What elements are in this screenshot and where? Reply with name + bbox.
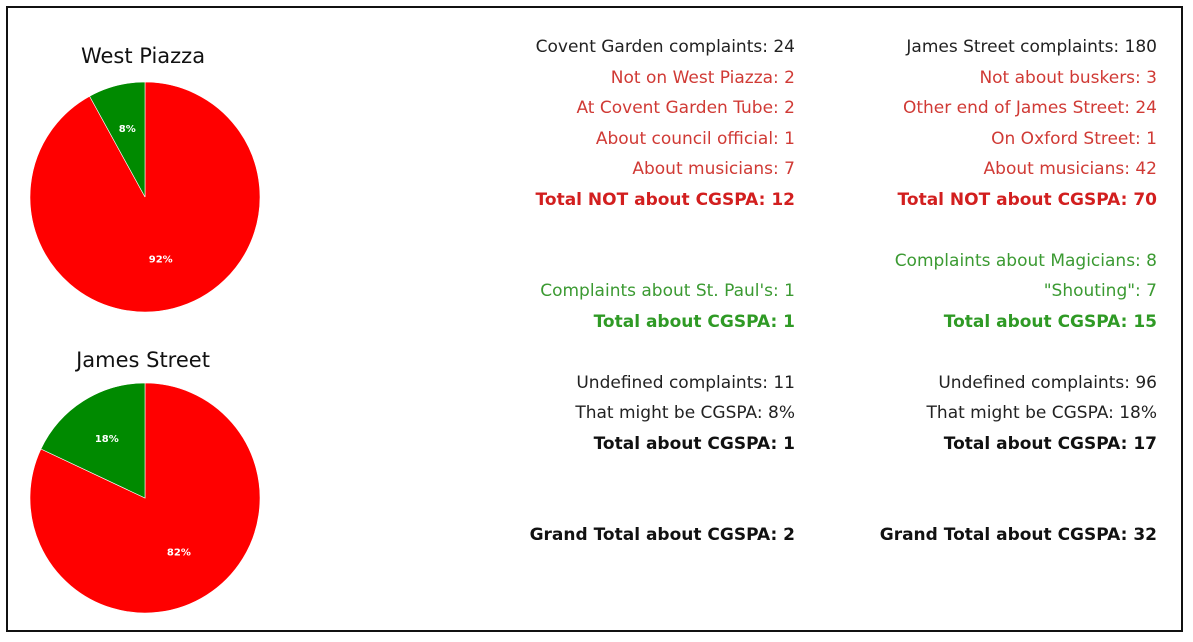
- james-total-not: Total NOT about CGSPA: 70: [897, 189, 1157, 210]
- spacer: [530, 337, 795, 368]
- james-might-be: That might be CGSPA: 18%: [926, 403, 1157, 423]
- spacer: [530, 246, 795, 277]
- james-oxford-street: On Oxford Street: 1: [991, 128, 1157, 149]
- west-total-about: Total about CGSPA: 1: [593, 311, 795, 332]
- james-magicians: Complaints about Magicians: 8: [894, 250, 1157, 271]
- west-not-on-piazza: Not on West Piazza: 2: [610, 67, 795, 88]
- west-might-be: That might be CGSPA: 8%: [575, 403, 795, 423]
- james-street-pie-title: James Street: [76, 348, 210, 372]
- james-shouting: "Shouting": 7: [1043, 281, 1157, 301]
- west-piazza-pie-title: West Piazza: [80, 44, 206, 68]
- james-not-buskers: Not about buskers: 3: [979, 67, 1157, 88]
- spacer: [530, 459, 795, 490]
- west-council-official: About council official: 1: [595, 128, 795, 149]
- spacer: [880, 490, 1157, 521]
- spacer: [880, 459, 1157, 490]
- pie-slice: [89, 81, 146, 198]
- west-grand-total: Grand Total about CGSPA: 2: [529, 525, 795, 545]
- james-complaints: James Street complaints: 180: [906, 37, 1157, 57]
- west-complaints: Covent Garden complaints: 24: [535, 37, 795, 57]
- west-undefined: Undefined complaints: 11: [576, 372, 795, 393]
- west-total-about-2: Total about CGSPA: 1: [593, 433, 795, 454]
- james-street-stats: James Street complaints: 180 Not about b…: [880, 32, 1157, 551]
- james-total-about: Total about CGSPA: 15: [943, 311, 1157, 332]
- spacer: [530, 490, 795, 521]
- west-st-pauls: Complaints about St. Paul's: 1: [540, 281, 795, 301]
- west-musicians: About musicians: 7: [632, 159, 795, 179]
- james-undefined: Undefined complaints: 96: [938, 372, 1157, 393]
- james-other-end: Other end of James Street: 24: [902, 98, 1157, 118]
- west-piazza-stats: Covent Garden complaints: 24 Not on West…: [530, 32, 795, 551]
- pie-slice-label: 92%: [149, 254, 173, 265]
- west-total-not: Total NOT about CGSPA: 12: [535, 189, 795, 210]
- spacer: [880, 337, 1157, 368]
- spacer: [530, 215, 795, 246]
- james-total-about-2: Total about CGSPA: 17: [943, 433, 1157, 454]
- west-at-tube: At Covent Garden Tube: 2: [576, 98, 795, 118]
- james-grand-total: Grand Total about CGSPA: 32: [879, 525, 1157, 545]
- pie-slice-label: 82%: [167, 547, 191, 558]
- spacer: [880, 215, 1157, 246]
- james-musicians: About musicians: 42: [983, 159, 1157, 179]
- pie-slice: [40, 382, 146, 499]
- pie-slice-label: 8%: [119, 124, 136, 135]
- pie-slice-label: 18%: [95, 434, 119, 445]
